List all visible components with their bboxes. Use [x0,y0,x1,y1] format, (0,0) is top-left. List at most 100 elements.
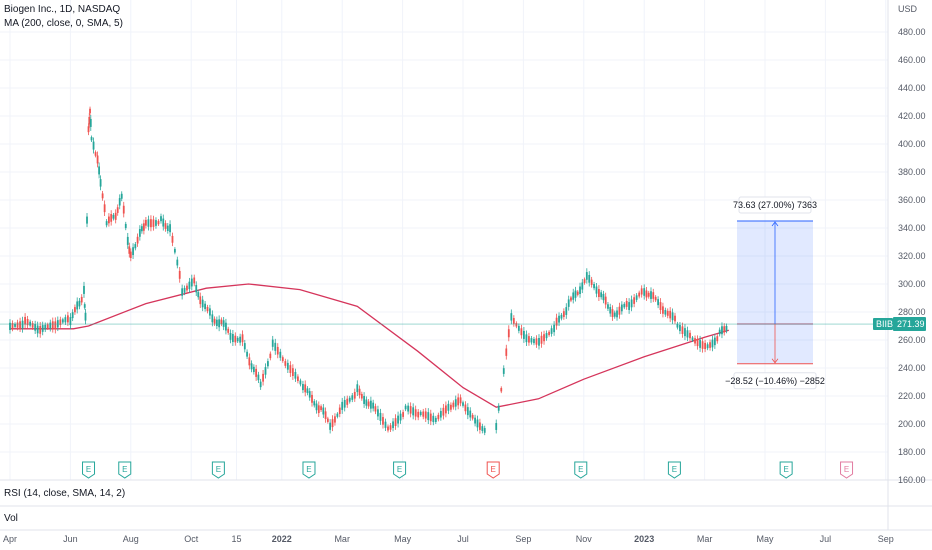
earnings-marker-icon[interactable] [779,461,793,479]
candle-body [66,315,69,323]
candle-body [171,235,174,243]
pane-separators [0,0,932,531]
candle-body [512,318,515,324]
candle-body [317,405,320,414]
candle-body [78,300,81,307]
candle-body [99,179,102,187]
candle-body [188,281,191,290]
candle-body [341,401,344,410]
candle-body [80,296,83,303]
candle-body [164,223,167,229]
candle-body [600,292,603,298]
candle-body [574,290,577,298]
candle-body [186,285,188,291]
candle-body [264,367,267,375]
candle-body [190,278,193,287]
candle-body [562,311,565,317]
candle-body [259,381,262,388]
candle-body [152,219,155,227]
candle-body [360,393,363,399]
price-tick-label: 180.00 [898,447,926,457]
candle-body [92,141,95,150]
candle-body [348,397,351,402]
candle-body [267,361,269,367]
time-tick-label: 2022 [272,534,292,544]
chart-title: Biogen Inc., 1D, NASDAQ [4,4,121,15]
candle-body [471,414,474,419]
candle-body [533,338,535,344]
candle-body [647,292,650,297]
candle-body [351,395,354,400]
candle-body [510,313,513,321]
candle-body [535,338,538,345]
time-tick-label: Aug [123,534,139,544]
candle-body [257,374,260,381]
earnings-marker-label: E [306,465,311,474]
candle-body [595,286,598,294]
earnings-marker-icon[interactable] [211,461,225,479]
earnings-marker-icon[interactable] [82,461,96,479]
time-tick-label: 15 [231,534,241,544]
candle-body [481,426,484,431]
candle-body [444,405,447,414]
candle-body [220,319,223,324]
candle-body [64,317,67,323]
candle-body [142,223,145,231]
candle-body [540,335,543,344]
candle-body [29,321,32,326]
time-tick-label: Apr [3,534,17,544]
candle-body [598,289,600,298]
earnings-marker-icon[interactable] [302,461,316,479]
candle-body [689,332,691,339]
candle-body [442,407,445,416]
candle-body [313,401,316,406]
price-axis[interactable]: USD 480.00 460.00 440.00 420.00 400.00 380.00… [898,4,926,485]
earnings-marker-icon[interactable] [118,461,132,479]
candle-body [645,290,648,298]
price-tick-label: 340.00 [898,223,926,233]
candle-body [716,336,719,342]
symbol-badge-text: BIIB [876,319,893,329]
candle-body [414,409,417,417]
candle-body [89,108,91,114]
price-tick-label: 440.00 [898,83,926,93]
candle-body [457,397,460,406]
candle-body [124,223,127,229]
candle-body [246,351,248,357]
candle-body [84,312,87,321]
time-axis[interactable]: Apr Jun Aug Oct 15 2022 Mar May Jul Sep Nov 2023 Mar… [3,534,894,544]
measure-upper-label-box [738,196,812,214]
price-range-measure[interactable]: 73.63 (27.00%) 7363 −28.52 (−10.46%) −285… [725,196,825,390]
candle-body [89,118,92,127]
earnings-marker-icon[interactable] [486,461,500,479]
earnings-marker-icon[interactable] [667,461,681,479]
candle-body [155,220,157,226]
ma-line [10,283,729,408]
candle-body [227,328,230,333]
candle-body [336,413,339,417]
candle-body [255,368,258,377]
time-tick-label: May [756,534,774,544]
candle-body [241,334,244,343]
candle-body [176,259,179,266]
candle-body [638,292,641,297]
earnings-marker-icon[interactable] [393,461,407,479]
candle-body [548,331,550,336]
candle-body [560,314,563,319]
candle-body [71,312,74,319]
earnings-marker-icon[interactable] [574,461,588,479]
candle-body [459,397,462,404]
candle-body [694,338,696,344]
candle-body [39,325,42,334]
candle-body [46,324,49,329]
earnings-marker-icon[interactable] [840,461,854,479]
rsi-legend: RSI (14, close, SMA, 14, 2) [4,488,126,499]
candle-body [394,418,397,426]
candle-body [657,299,659,306]
price-tick-label: 280.00 [898,307,926,317]
candle-body [372,402,375,409]
candle-body [530,338,533,343]
candle-body [572,292,575,300]
